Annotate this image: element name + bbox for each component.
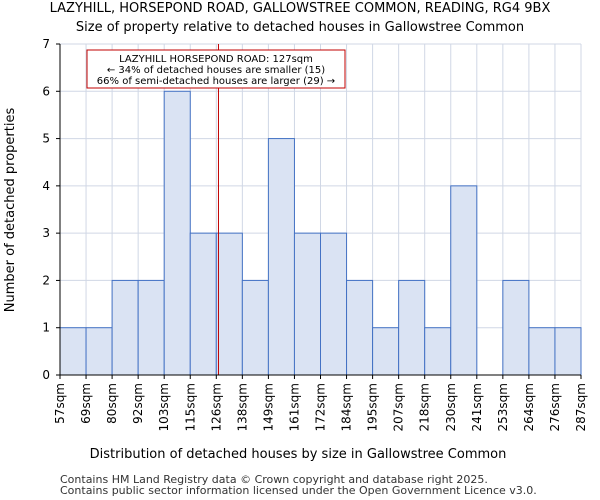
chart-title: LAZYHILL, HORSEPOND ROAD, GALLOWSTREE CO… <box>50 1 551 16</box>
footer-line-2: Contains public sector information licen… <box>60 484 537 497</box>
x-tick-label: 172sqm <box>314 383 328 431</box>
y-tick-label: 6 <box>42 84 50 98</box>
x-tick-label: 241sqm <box>470 383 484 431</box>
y-tick-label: 3 <box>42 226 50 240</box>
histogram-bar <box>137 279 165 376</box>
annotation-border <box>86 49 346 89</box>
histogram-bar <box>215 232 243 376</box>
histogram-bar <box>320 232 348 376</box>
y-axis: 0 1 2 3 4 5 6 7 <box>42 37 61 382</box>
y-tick-label: 4 <box>42 179 50 193</box>
histogram-bar <box>59 327 87 376</box>
x-tick-label: 207sqm <box>392 383 406 431</box>
x-tick-label: 80sqm <box>105 383 119 424</box>
histogram-bar <box>163 90 191 376</box>
x-tick-label: 149sqm <box>261 383 275 431</box>
x-tick-label: 253sqm <box>496 383 510 431</box>
annotation-line-2: ← 34% of detached houses are smaller (15… <box>107 65 325 76</box>
annotation-line-1: LAZYHILL HORSEPOND ROAD: 127sqm <box>119 54 313 65</box>
histogram-bar <box>85 327 113 376</box>
x-tick-label: 276sqm <box>548 383 562 431</box>
histogram-bar <box>450 185 478 376</box>
y-tick-label: 7 <box>42 37 50 51</box>
x-tick-label: 138sqm <box>235 383 249 431</box>
histogram-bar <box>372 327 400 376</box>
annotation-line-3: 66% of semi-detached houses are larger (… <box>97 76 335 87</box>
histogram-bar <box>502 279 530 376</box>
histogram-bar <box>111 279 139 376</box>
histogram-bar <box>346 279 374 376</box>
x-tick-label: 57sqm <box>53 383 67 424</box>
y-axis-label: Number of detached properties <box>3 108 18 313</box>
x-tick-label: 264sqm <box>522 383 536 431</box>
y-tick-label: 1 <box>42 321 50 335</box>
histogram-bar <box>554 327 582 376</box>
histogram-bar <box>424 327 452 376</box>
x-tick-label: 161sqm <box>287 383 301 431</box>
x-tick-label: 230sqm <box>444 383 458 431</box>
x-tick-label: 103sqm <box>157 383 171 431</box>
annotation-box: LAZYHILL HORSEPOND ROAD: 127sqm ← 34% of… <box>86 49 346 89</box>
y-tick-label: 5 <box>42 132 50 146</box>
y-tick-label: 0 <box>42 368 50 382</box>
x-tick-label: 115sqm <box>183 383 197 431</box>
histogram-bar <box>398 279 426 376</box>
histogram-bar <box>293 232 322 376</box>
chart-subtitle: Size of property relative to detached ho… <box>76 20 524 35</box>
histogram-bar <box>189 232 217 376</box>
x-tick-label: 195sqm <box>366 383 380 431</box>
x-axis: 57sqm 69sqm 80sqm 92sqm 103sqm 115sqm 126sqm 13… <box>53 374 588 431</box>
histogram-bar <box>267 138 295 376</box>
x-tick-label: 69sqm <box>79 383 93 424</box>
x-tick-label: 287sqm <box>574 383 588 431</box>
y-tick-label: 2 <box>42 273 50 287</box>
footer-line-1: Contains HM Land Registry data © Crown c… <box>60 473 488 486</box>
x-tick-label: 184sqm <box>340 383 354 431</box>
histogram-bar <box>528 327 556 376</box>
bars <box>59 90 582 376</box>
x-tick-label: 126sqm <box>209 383 223 431</box>
x-axis-label: Distribution of detached houses by size … <box>90 447 507 462</box>
histogram-bar <box>241 279 269 376</box>
x-tick-label: 218sqm <box>418 383 432 431</box>
x-tick-label: 92sqm <box>131 383 145 424</box>
